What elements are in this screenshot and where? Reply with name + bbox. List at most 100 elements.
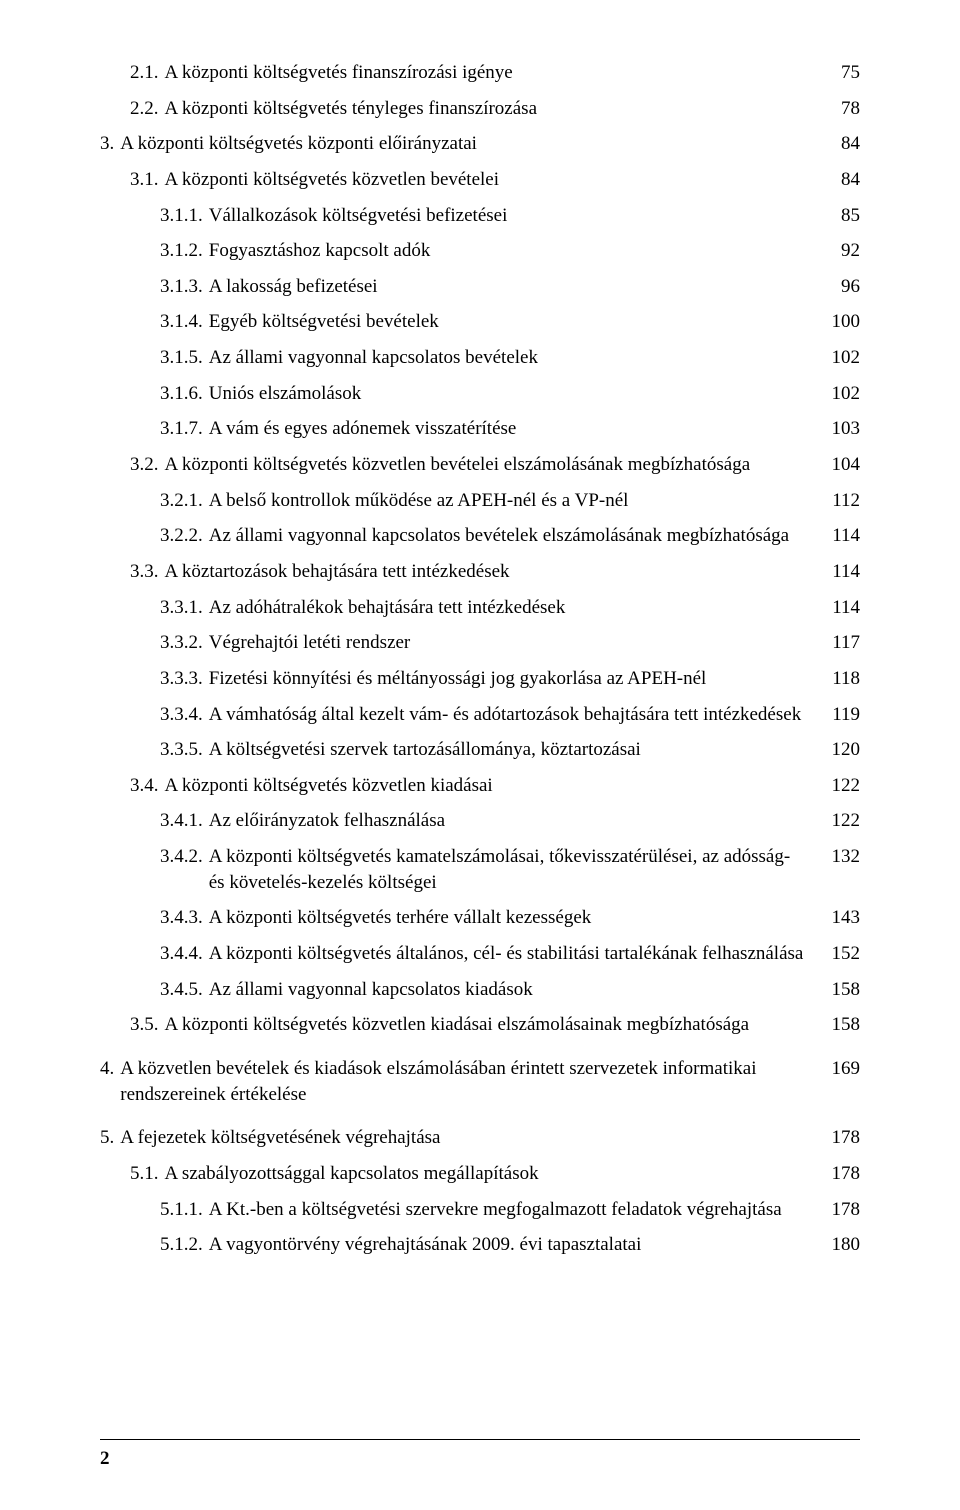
toc-entry-title: Az állami vagyonnal kapcsolatos bevétele… — [209, 345, 820, 371]
toc-entry: 5.1.A szabályozottsággal kapcsolatos meg… — [130, 1161, 860, 1187]
toc-entry-title: A lakosság befizetései — [209, 274, 820, 300]
table-of-contents: 2.1.A központi költségvetés finanszírozá… — [100, 60, 860, 1258]
toc-entry: 3.2.2.Az állami vagyonnal kapcsolatos be… — [160, 523, 860, 549]
toc-entry-page: 114 — [820, 559, 860, 585]
toc-entry: 3.1.6.Uniós elszámolások102 — [160, 381, 860, 407]
toc-entry-title: A központi költségvetés közvetlen kiadás… — [165, 773, 821, 799]
toc-entry-title: A szabályozottsággal kapcsolatos megálla… — [165, 1161, 821, 1187]
toc-entry: 5.1.1.A Kt.-ben a költségvetési szervekr… — [160, 1197, 860, 1223]
toc-entry-number: 5.1.2. — [160, 1232, 209, 1258]
toc-entry: 3.1.4.Egyéb költségvetési bevételek100 — [160, 309, 860, 335]
toc-entry-number: 3.2.2. — [160, 523, 209, 549]
toc-entry-number: 3.3. — [130, 559, 165, 585]
toc-entry-page: 122 — [820, 773, 860, 799]
toc-entry-page: 120 — [820, 737, 860, 763]
toc-entry: 3.3.2.Végrehajtói letéti rendszer117 — [160, 630, 860, 656]
toc-entry-number: 3.3.2. — [160, 630, 209, 656]
toc-entry-title: Az állami vagyonnal kapcsolatos bevétele… — [209, 523, 820, 549]
toc-entry: 3.3.5.A költségvetési szervek tartozásál… — [160, 737, 860, 763]
toc-entry-number: 3.1.1. — [160, 203, 209, 229]
toc-entry-title: A köztartozások behajtására tett intézke… — [165, 559, 821, 585]
toc-entry-number: 3.1.7. — [160, 416, 209, 442]
toc-entry: 3.5.A központi költségvetés közvetlen ki… — [130, 1012, 860, 1038]
toc-entry-page: 158 — [820, 977, 860, 1003]
toc-entry-title: Az előirányzatok felhasználása — [209, 808, 820, 834]
toc-entry-page: 102 — [820, 345, 860, 371]
toc-entry-page: 104 — [820, 452, 860, 478]
toc-entry-page: 132 — [820, 844, 860, 870]
toc-entry: 3.1.3.A lakosság befizetései96 — [160, 274, 860, 300]
toc-entry-number: 3.4.5. — [160, 977, 209, 1003]
toc-entry: 3.A központi költségvetés központi előir… — [100, 131, 860, 157]
toc-entry-title: Végrehajtói letéti rendszer — [209, 630, 820, 656]
toc-entry-page: 75 — [820, 60, 860, 86]
toc-entry-title: A vámhatóság által kezelt vám- és adótar… — [209, 702, 820, 728]
toc-entry-title: Egyéb költségvetési bevételek — [209, 309, 820, 335]
toc-entry-number: 3.4.3. — [160, 905, 209, 931]
toc-entry: 3.3.1.Az adóhátralékok behajtására tett … — [160, 595, 860, 621]
toc-entry-title: A központi költségvetés finanszírozási i… — [165, 60, 821, 86]
toc-entry-number: 3. — [100, 131, 120, 157]
toc-entry-title: Fizetési könnyítési és méltányossági jog… — [209, 666, 820, 692]
toc-entry-title: A Kt.-ben a költségvetési szervekre megf… — [209, 1197, 820, 1223]
toc-entry-title: A központi költségvetés terhére vállalt … — [209, 905, 820, 931]
toc-entry-title: A közvetlen bevételek és kiadások elszám… — [120, 1056, 820, 1107]
toc-entry-title: A központi költségvetés általános, cél- … — [209, 941, 820, 967]
toc-entry-page: 84 — [820, 131, 860, 157]
toc-entry-page: 169 — [820, 1056, 860, 1082]
toc-entry-number: 5. — [100, 1125, 120, 1151]
toc-entry: 3.4.A központi költségvetés közvetlen ki… — [130, 773, 860, 799]
toc-entry: 4.A közvetlen bevételek és kiadások elsz… — [100, 1056, 860, 1107]
toc-entry-title: Az adóhátralékok behajtására tett intézk… — [209, 595, 820, 621]
toc-entry-number: 3.5. — [130, 1012, 165, 1038]
toc-entry-page: 96 — [820, 274, 860, 300]
toc-entry: 3.2.A központi költségvetés közvetlen be… — [130, 452, 860, 478]
toc-entry-page: 92 — [820, 238, 860, 264]
toc-entry-title: Az állami vagyonnal kapcsolatos kiadások — [209, 977, 820, 1003]
toc-entry-page: 102 — [820, 381, 860, 407]
toc-entry: 3.4.5.Az állami vagyonnal kapcsolatos ki… — [160, 977, 860, 1003]
toc-entry-number: 3.1.6. — [160, 381, 209, 407]
toc-entry-page: 158 — [820, 1012, 860, 1038]
toc-entry-title: A központi költségvetés közvetlen bevéte… — [165, 167, 821, 193]
toc-entry: 2.1.A központi költségvetés finanszírozá… — [130, 60, 860, 86]
toc-entry-page: 103 — [820, 416, 860, 442]
toc-entry-number: 3.1.5. — [160, 345, 209, 371]
toc-entry-page: 180 — [820, 1232, 860, 1258]
toc-entry-page: 178 — [820, 1125, 860, 1151]
toc-entry-page: 114 — [820, 595, 860, 621]
toc-entry-number: 3.1.4. — [160, 309, 209, 335]
toc-entry-number: 3.3.4. — [160, 702, 209, 728]
toc-entry-title: Fogyasztáshoz kapcsolt adók — [209, 238, 820, 264]
toc-entry-title: A központi költségvetés tényleges finans… — [165, 96, 821, 122]
toc-entry-number: 3.1.3. — [160, 274, 209, 300]
toc-entry-page: 112 — [820, 488, 860, 514]
toc-entry-page: 178 — [820, 1197, 860, 1223]
toc-entry-title: Uniós elszámolások — [209, 381, 820, 407]
toc-entry-title: A vám és egyes adónemek visszatérítése — [209, 416, 820, 442]
toc-entry: 3.1.1.Vállalkozások költségvetési befize… — [160, 203, 860, 229]
toc-entry-title: A központi költségvetés kamatelszámolása… — [209, 844, 820, 895]
footer-divider — [100, 1439, 860, 1440]
toc-entry: 5.1.2.A vagyontörvény végrehajtásának 20… — [160, 1232, 860, 1258]
toc-entry-number: 3.2.1. — [160, 488, 209, 514]
toc-entry-title: A fejezetek költségvetésének végrehajtás… — [120, 1125, 820, 1151]
toc-entry: 3.4.3.A központi költségvetés terhére vá… — [160, 905, 860, 931]
toc-entry-number: 3.3.3. — [160, 666, 209, 692]
toc-entry: 3.1.2.Fogyasztáshoz kapcsolt adók92 — [160, 238, 860, 264]
toc-entry-page: 122 — [820, 808, 860, 834]
toc-entry-number: 3.4.2. — [160, 844, 209, 870]
toc-entry-title: A belső kontrollok működése az APEH-nél … — [209, 488, 820, 514]
toc-entry: 3.3.4.A vámhatóság által kezelt vám- és … — [160, 702, 860, 728]
toc-entry-page: 143 — [820, 905, 860, 931]
toc-entry-number: 2.2. — [130, 96, 165, 122]
toc-entry: 2.2.A központi költségvetés tényleges fi… — [130, 96, 860, 122]
toc-entry: 3.1.A központi költségvetés közvetlen be… — [130, 167, 860, 193]
toc-entry-page: 78 — [820, 96, 860, 122]
toc-entry-number: 5.1. — [130, 1161, 165, 1187]
toc-entry-number: 4. — [100, 1056, 120, 1082]
toc-entry-title: A költségvetési szervek tartozásállomány… — [209, 737, 820, 763]
toc-entry-title: A vagyontörvény végrehajtásának 2009. év… — [209, 1232, 820, 1258]
toc-entry: 3.4.4.A központi költségvetés általános,… — [160, 941, 860, 967]
toc-entry-number: 3.3.1. — [160, 595, 209, 621]
